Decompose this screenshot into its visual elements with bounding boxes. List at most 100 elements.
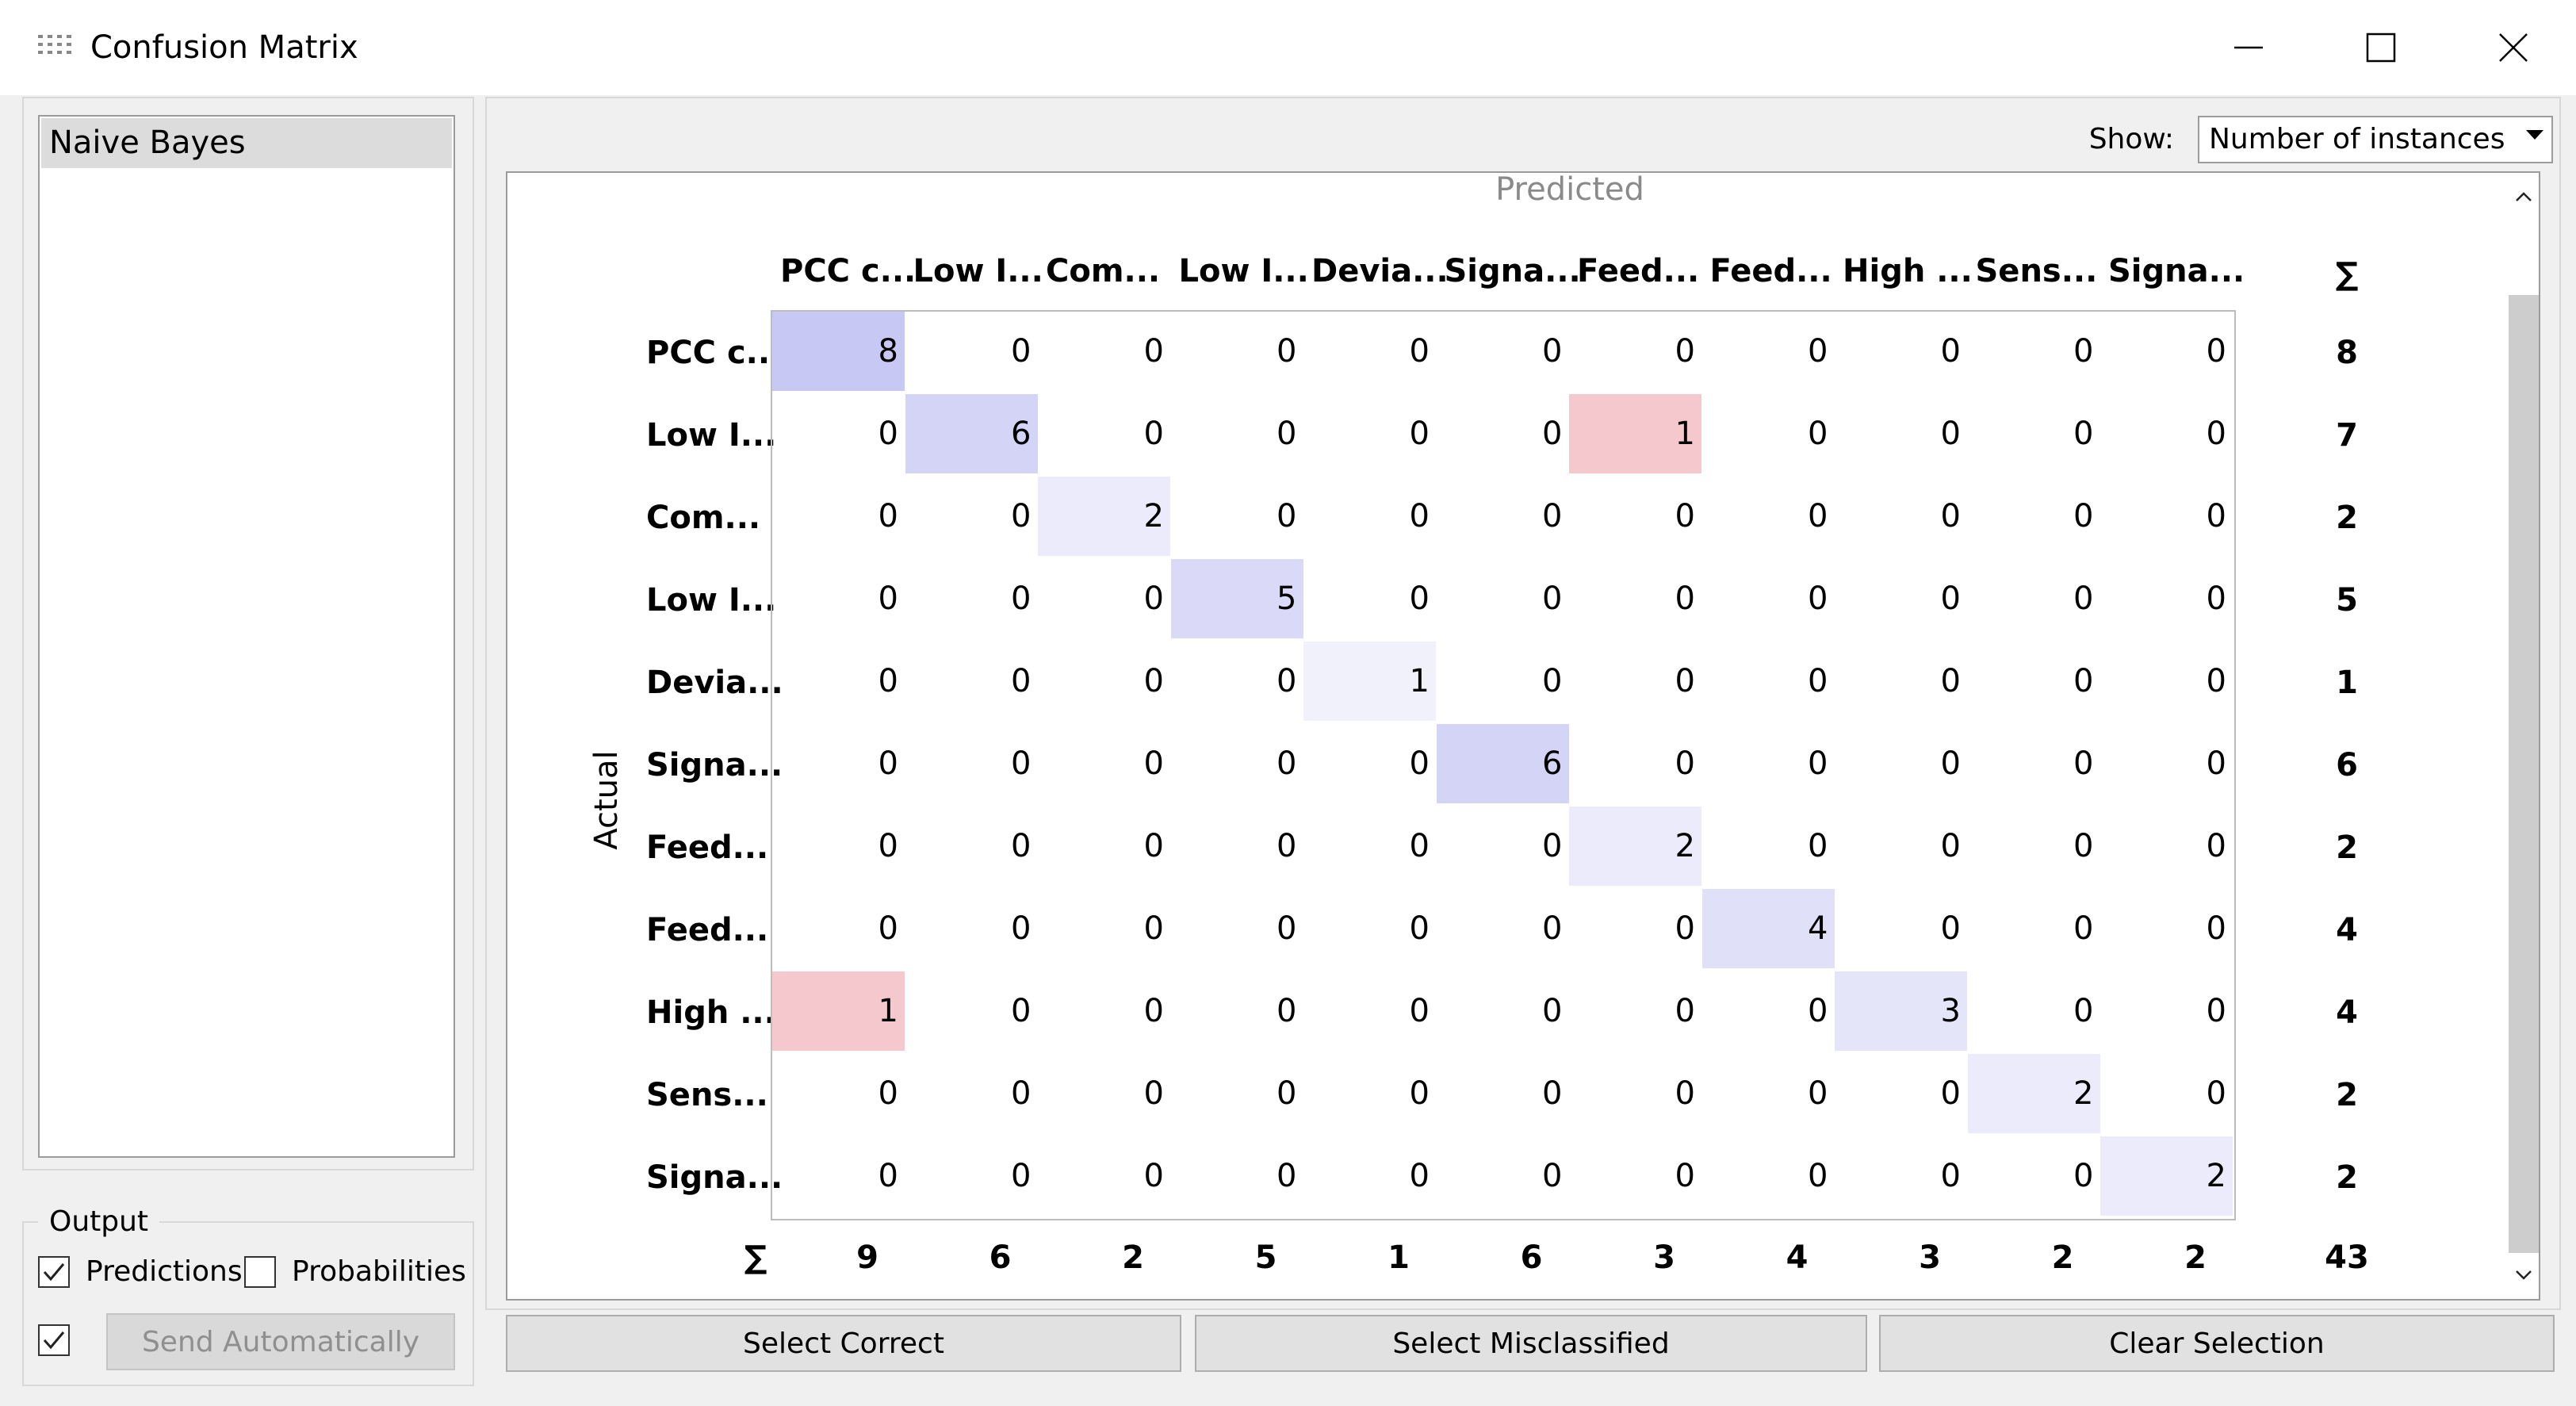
matrix-cell[interactable]: 0 — [1409, 910, 1430, 947]
matrix-cell[interactable]: 0 — [1542, 910, 1563, 947]
matrix-cell[interactable]: 0 — [1011, 498, 1032, 534]
select-misclassified-button[interactable]: Select Misclassified — [1195, 1315, 1867, 1372]
matrix-cell[interactable]: 0 — [1542, 498, 1563, 534]
matrix-cell[interactable]: 0 — [1011, 828, 1032, 864]
matrix-cell[interactable]: 0 — [2206, 416, 2226, 452]
matrix-cell[interactable]: 0 — [1675, 910, 1695, 947]
predictions-checkbox[interactable] — [38, 1256, 70, 1288]
matrix-cell[interactable]: 0 — [2073, 745, 2094, 782]
matrix-cell[interactable]: 0 — [1675, 333, 1695, 370]
matrix-cell[interactable]: 0 — [1409, 498, 1430, 534]
matrix-cell[interactable]: 0 — [1542, 580, 1563, 617]
matrix-cell[interactable]: 0 — [1808, 580, 1828, 617]
matrix-cell[interactable]: 0 — [1277, 1158, 1297, 1194]
probabilities-checkbox[interactable] — [244, 1256, 276, 1288]
matrix-cell[interactable]: 0 — [1940, 1158, 1961, 1194]
matrix-cell[interactable]: 1 — [1569, 394, 1701, 473]
matrix-cell[interactable]: 0 — [1409, 1075, 1430, 1112]
matrix-cell[interactable]: 0 — [2206, 663, 2226, 699]
matrix-cell[interactable]: 0 — [1940, 910, 1961, 947]
matrix-cell[interactable]: 0 — [1277, 1075, 1297, 1112]
matrix-cell[interactable]: 0 — [1143, 910, 1164, 947]
matrix-cell[interactable]: 0 — [1143, 580, 1164, 617]
matrix-cell[interactable]: 0 — [2073, 910, 2094, 947]
matrix-cell[interactable]: 0 — [1409, 1158, 1430, 1194]
matrix-cell[interactable]: 0 — [2073, 498, 2094, 534]
matrix-cell[interactable]: 0 — [1277, 828, 1297, 864]
matrix-cell[interactable]: 0 — [1808, 663, 1828, 699]
matrix-cell[interactable]: 0 — [1409, 580, 1430, 617]
matrix-cell[interactable]: 0 — [878, 910, 898, 947]
matrix-cell[interactable]: 0 — [1940, 663, 1961, 699]
matrix-cell[interactable]: 0 — [2206, 745, 2226, 782]
matrix-cell[interactable]: 0 — [1011, 910, 1032, 947]
matrix-cell[interactable]: 0 — [1011, 745, 1032, 782]
matrix-cell[interactable]: 0 — [1808, 1158, 1828, 1194]
matrix-cell[interactable]: 0 — [2073, 580, 2094, 617]
matrix-cell[interactable]: 0 — [1011, 993, 1032, 1029]
matrix-cell[interactable]: 0 — [2206, 333, 2226, 370]
matrix-cell[interactable]: 0 — [1542, 828, 1563, 864]
matrix-cell[interactable]: 0 — [1808, 1075, 1828, 1112]
matrix-cell[interactable]: 0 — [1143, 993, 1164, 1029]
send-automatically-button[interactable]: Send Automatically — [106, 1313, 455, 1370]
matrix-cell[interactable]: 5 — [1170, 559, 1303, 638]
matrix-cell[interactable]: 0 — [1143, 1158, 1164, 1194]
matrix-cell[interactable]: 0 — [1409, 416, 1430, 452]
matrix-cell[interactable]: 0 — [1940, 828, 1961, 864]
matrix-cell[interactable]: 0 — [1011, 1158, 1032, 1194]
matrix-cell[interactable]: 0 — [2073, 663, 2094, 699]
learner-list[interactable] — [38, 115, 455, 1158]
matrix-cell[interactable]: 0 — [2073, 993, 2094, 1029]
matrix-cell[interactable]: 0 — [1143, 663, 1164, 699]
matrix-cell[interactable]: 0 — [1277, 498, 1297, 534]
matrix-cell[interactable]: 0 — [1011, 1075, 1032, 1112]
matrix-cell[interactable]: 0 — [1940, 745, 1961, 782]
matrix-cell[interactable]: 0 — [1409, 993, 1430, 1029]
matrix-cell[interactable]: 0 — [1675, 498, 1695, 534]
matrix-cell[interactable]: 0 — [1277, 745, 1297, 782]
matrix-cell[interactable]: 0 — [878, 828, 898, 864]
matrix-cell[interactable]: 0 — [1675, 663, 1695, 699]
matrix-cell[interactable]: 0 — [1940, 333, 1961, 370]
learner-list-item-selected[interactable] — [41, 118, 452, 168]
matrix-cell[interactable]: 1 — [772, 971, 905, 1051]
matrix-cell[interactable]: 0 — [1011, 663, 1032, 699]
matrix-cell[interactable]: 2 — [1967, 1054, 2100, 1133]
matrix-cell[interactable]: 6 — [905, 394, 1038, 473]
matrix-cell[interactable]: 0 — [1542, 1075, 1563, 1112]
matrix-cell[interactable]: 2 — [2100, 1136, 2233, 1216]
matrix-cell[interactable]: 0 — [1940, 1075, 1961, 1112]
matrix-cell[interactable]: 6 — [1436, 724, 1569, 803]
matrix-cell[interactable]: 0 — [1940, 416, 1961, 452]
matrix-cell[interactable]: 2 — [1038, 477, 1170, 556]
matrix-cell[interactable]: 0 — [1675, 1075, 1695, 1112]
matrix-cell[interactable]: 0 — [2206, 910, 2226, 947]
matrix-cell[interactable]: 0 — [1143, 745, 1164, 782]
matrix-cell[interactable]: 0 — [1675, 745, 1695, 782]
matrix-cell[interactable]: 3 — [1835, 971, 1967, 1051]
matrix-cell[interactable]: 0 — [1675, 1158, 1695, 1194]
matrix-cell[interactable]: 0 — [2073, 828, 2094, 864]
matrix-cell[interactable]: 0 — [2073, 1158, 2094, 1194]
matrix-cell[interactable]: 0 — [1409, 333, 1430, 370]
matrix-cell[interactable]: 0 — [878, 498, 898, 534]
matrix-cell[interactable]: 0 — [2206, 580, 2226, 617]
matrix-cell[interactable]: 0 — [2206, 828, 2226, 864]
select-correct-button[interactable]: Select Correct — [506, 1315, 1181, 1372]
matrix-cell[interactable]: 0 — [1940, 580, 1961, 617]
scrollbar-thumb[interactable] — [2509, 295, 2539, 1253]
matrix-cell[interactable]: 0 — [1011, 333, 1032, 370]
matrix-cell[interactable]: 0 — [878, 580, 898, 617]
matrix-cell[interactable]: 1 — [1303, 642, 1436, 721]
matrix-cell[interactable]: 0 — [1143, 828, 1164, 864]
maximize-button[interactable] — [2321, 0, 2440, 95]
matrix-cell[interactable]: 0 — [2206, 1075, 2226, 1112]
matrix-cell[interactable]: 0 — [1277, 663, 1297, 699]
matrix-cell[interactable]: 0 — [1143, 1075, 1164, 1112]
matrix-cell[interactable]: 0 — [1542, 333, 1563, 370]
matrix-cell[interactable]: 0 — [1277, 910, 1297, 947]
matrix-cell[interactable]: 0 — [2073, 333, 2094, 370]
matrix-cell[interactable]: 0 — [2206, 993, 2226, 1029]
matrix-cell[interactable]: 0 — [1808, 828, 1828, 864]
